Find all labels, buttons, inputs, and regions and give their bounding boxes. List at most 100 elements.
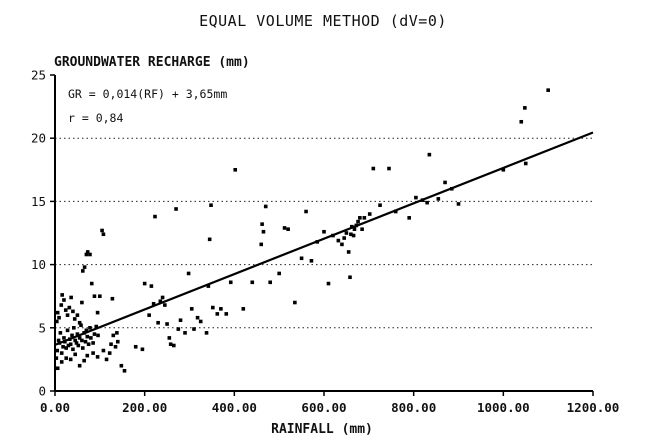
regression-equation: GR = 0,014(RF) + 3,65mm — [68, 87, 227, 101]
data-point — [153, 214, 157, 219]
data-point — [80, 300, 84, 305]
data-point — [147, 313, 151, 317]
data-point — [336, 238, 341, 243]
data-point — [80, 346, 85, 350]
data-point — [64, 356, 69, 360]
data-point — [80, 338, 84, 343]
regression-line — [54, 131, 594, 346]
correlation-coefficient: r = 0,84 — [68, 111, 123, 125]
data-point — [77, 363, 82, 368]
data-point — [178, 318, 183, 323]
data-point — [326, 281, 331, 286]
y-tick-label: 10 — [31, 257, 46, 272]
data-point — [101, 348, 106, 353]
data-point — [207, 237, 212, 242]
data-point — [86, 342, 91, 347]
data-point — [63, 308, 68, 312]
data-point — [80, 269, 85, 273]
data-point — [378, 203, 382, 207]
data-point — [228, 280, 233, 285]
data-point — [94, 324, 99, 329]
data-point — [54, 319, 59, 324]
data-point — [351, 233, 356, 238]
data-point — [348, 275, 352, 280]
data-point — [192, 327, 196, 331]
data-point — [427, 152, 432, 157]
data-point — [168, 342, 173, 347]
data-point — [56, 338, 61, 343]
data-point — [176, 327, 181, 331]
data-point — [263, 204, 268, 209]
data-point — [115, 339, 120, 344]
data-point — [61, 344, 65, 349]
y-axis-label: GROUNDWATER RECHARGE (mm) — [54, 55, 250, 70]
data-point — [88, 326, 92, 330]
data-point — [65, 313, 70, 317]
data-point — [91, 341, 95, 345]
data-point — [96, 333, 100, 338]
data-point — [100, 228, 104, 233]
data-point — [119, 363, 124, 368]
data-point — [72, 317, 77, 321]
data-point — [62, 336, 66, 340]
data-point — [349, 232, 353, 237]
data-point — [59, 360, 64, 364]
data-point — [107, 351, 112, 355]
data-point — [79, 323, 83, 328]
data-point — [60, 293, 64, 297]
data-point — [189, 307, 194, 311]
data-point — [75, 313, 80, 317]
data-point — [73, 352, 77, 357]
data-point — [109, 342, 113, 347]
data-point — [84, 328, 89, 333]
y-tick-label: 15 — [31, 194, 46, 209]
data-point — [209, 203, 213, 207]
data-point — [77, 336, 82, 340]
data-point — [75, 332, 80, 336]
data-point — [76, 343, 81, 348]
data-point — [89, 281, 94, 286]
data-point — [358, 216, 362, 220]
data-point — [72, 326, 76, 330]
data-point — [165, 322, 169, 326]
data-point — [198, 319, 203, 324]
x-tick-label: 800.00 — [391, 400, 436, 415]
x-tick-label: 400.00 — [212, 400, 257, 415]
regression-line-group — [54, 131, 594, 346]
data-point — [95, 355, 100, 359]
data-point — [219, 307, 223, 311]
x-tick-label: 600.00 — [301, 400, 346, 415]
data-point — [140, 347, 145, 352]
data-point — [309, 259, 314, 263]
data-point — [356, 219, 360, 224]
data-point — [68, 342, 73, 347]
data-point — [55, 366, 60, 371]
data-point — [352, 227, 357, 232]
data-point — [88, 252, 92, 257]
data-point — [85, 334, 90, 339]
data-point — [546, 88, 550, 92]
data-point — [89, 336, 93, 340]
data-point — [172, 343, 176, 348]
data-point — [69, 295, 73, 300]
data-point — [92, 332, 97, 336]
data-point — [501, 168, 506, 172]
data-point — [259, 242, 264, 247]
data-point — [92, 294, 97, 298]
data-point — [322, 229, 326, 234]
data-point — [163, 303, 167, 307]
data-point — [156, 320, 160, 325]
chart-title: EQUAL VOLUME METHOD (dV=0) — [199, 12, 447, 30]
y-tick-label: 25 — [31, 68, 46, 83]
x-tick-label: 0.00 — [40, 400, 70, 415]
x-axis-label: RAINFALL (mm) — [271, 422, 373, 437]
data-point — [436, 197, 441, 201]
data-point — [183, 331, 187, 335]
x-tick-label: 1200.00 — [567, 400, 620, 415]
data-point — [277, 271, 281, 276]
data-point — [58, 331, 63, 335]
data-point — [83, 339, 88, 344]
data-point — [151, 301, 156, 306]
data-point — [167, 336, 172, 340]
